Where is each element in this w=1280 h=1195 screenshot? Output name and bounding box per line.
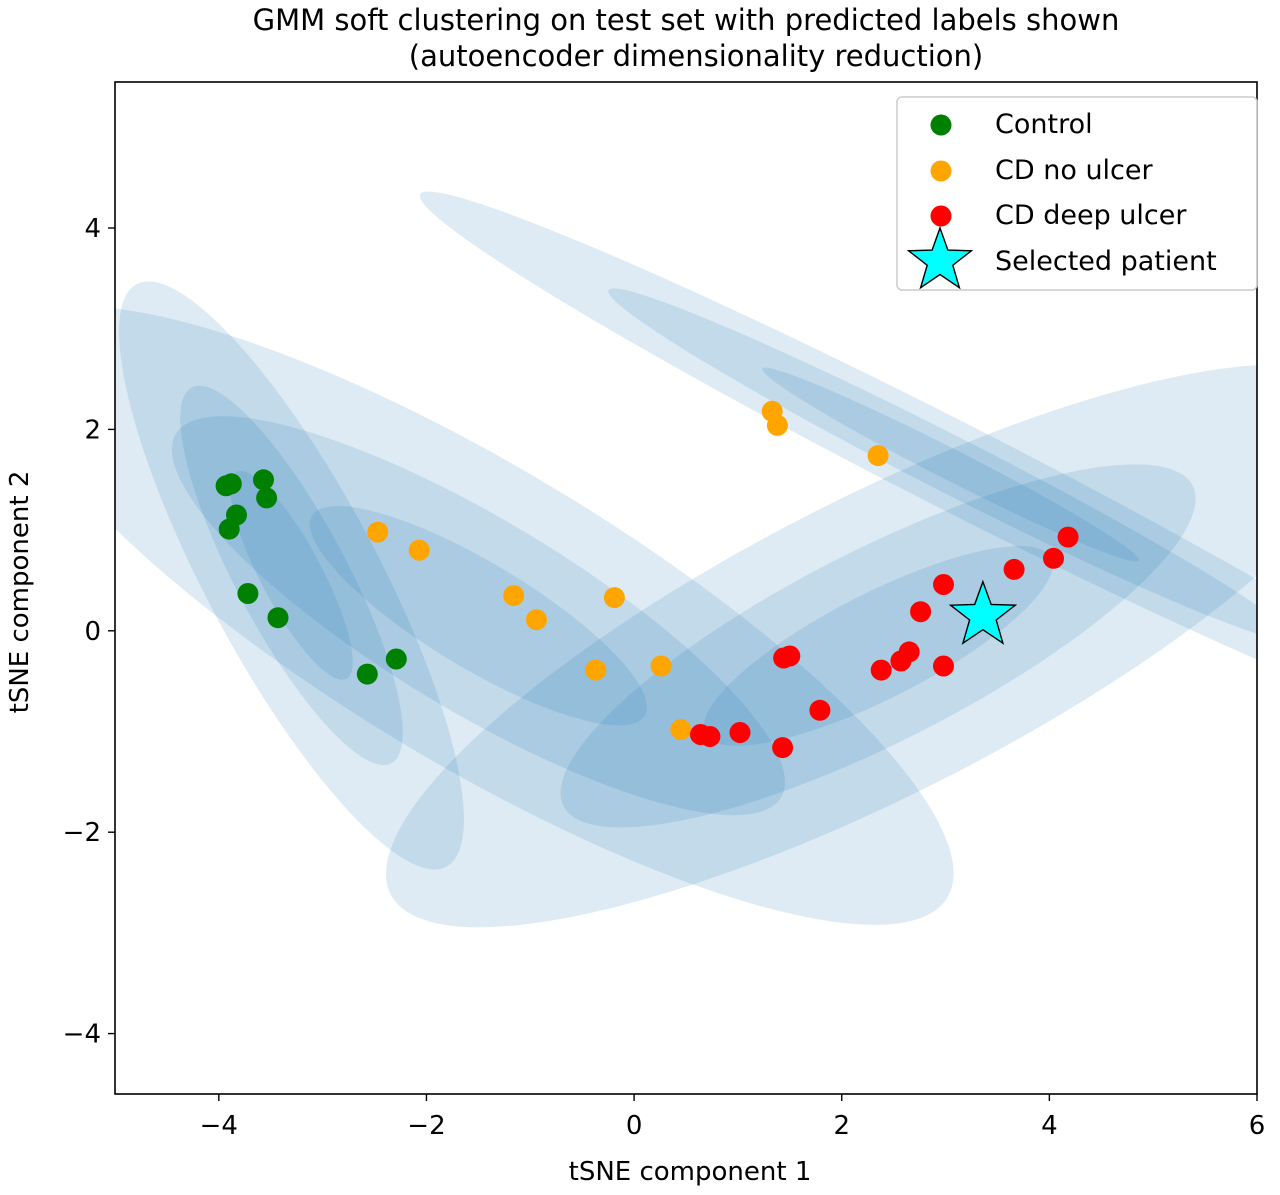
y-tick-label: −4 bbox=[63, 1020, 101, 1050]
legend-marker-cd-no-ulcer bbox=[930, 160, 952, 182]
point-control bbox=[220, 473, 242, 495]
gmm-ellipse-2-level-1 bbox=[115, 306, 954, 925]
gmm-ellipse-1-level-3 bbox=[230, 471, 353, 680]
y-tick-label: 2 bbox=[84, 415, 101, 445]
legend-label-control: Control bbox=[995, 109, 1093, 140]
y-tick-label: 0 bbox=[84, 617, 101, 647]
gmm-ellipse-4-level-3 bbox=[762, 367, 1140, 562]
legend-marker-control bbox=[930, 114, 952, 136]
point-cd-deep-ulcer bbox=[933, 655, 954, 677]
x-axis-ticks: −4 −2 0 2 4 6 bbox=[200, 1094, 1266, 1141]
x-tick-label: 2 bbox=[833, 1111, 850, 1141]
legend-label-cd-deep-ulcer: CD deep ulcer bbox=[995, 200, 1187, 231]
legend-box bbox=[896, 96, 1258, 291]
point-cd-no-ulcer bbox=[585, 659, 607, 681]
plot-frame bbox=[114, 81, 1258, 1095]
gmm-ellipse-3-level-1 bbox=[386, 364, 1257, 928]
legend-label-cd-no-ulcer: CD no ulcer bbox=[995, 155, 1154, 186]
x-tick-label: 4 bbox=[1041, 1111, 1058, 1141]
point-cd-no-ulcer bbox=[603, 587, 625, 609]
point-control bbox=[253, 469, 274, 491]
data-points bbox=[215, 400, 1079, 759]
point-cd-no-ulcer bbox=[503, 585, 525, 607]
gmm-ellipse-2-level-3 bbox=[309, 506, 647, 726]
point-control bbox=[256, 487, 278, 509]
gmm-ellipse-2-level-2 bbox=[171, 416, 785, 816]
point-cd-deep-ulcer bbox=[1003, 558, 1025, 580]
point-cd-deep-ulcer bbox=[1043, 547, 1064, 569]
point-cd-deep-ulcer bbox=[729, 722, 751, 743]
point-cd-deep-ulcer bbox=[809, 699, 831, 721]
y-tick-label: −2 bbox=[63, 818, 101, 848]
gmm-ellipse-3-level-3 bbox=[703, 546, 1053, 746]
x-tick-label: 6 bbox=[1249, 1111, 1266, 1141]
x-tick-label: −4 bbox=[200, 1111, 238, 1141]
x-tick-label: −2 bbox=[407, 1111, 445, 1141]
point-cd-no-ulcer bbox=[670, 719, 692, 740]
point-cd-deep-ulcer bbox=[773, 647, 795, 669]
legend-star-icon bbox=[906, 225, 974, 290]
legend-marker-cd-deep-ulcer bbox=[930, 205, 952, 227]
point-cd-deep-ulcer bbox=[870, 659, 892, 681]
gmm-ellipse-1-level-1 bbox=[119, 281, 464, 870]
point-control bbox=[218, 518, 240, 540]
point-cd-no-ulcer bbox=[526, 609, 547, 631]
gmm-ellipse-4-level-2 bbox=[608, 288, 1257, 641]
point-control bbox=[267, 607, 289, 629]
point-control bbox=[385, 648, 407, 670]
point-cd-deep-ulcer bbox=[890, 650, 912, 672]
gmm-ellipse-4-level-1 bbox=[419, 191, 1257, 738]
legend: Control CD no ulcer CD deep ulcer Select… bbox=[896, 96, 1258, 291]
point-cd-no-ulcer bbox=[408, 539, 430, 561]
point-cd-no-ulcer bbox=[867, 445, 889, 467]
point-selected-patient bbox=[948, 579, 1018, 645]
point-control bbox=[237, 583, 259, 604]
legend-label-selected-patient: Selected patient bbox=[995, 246, 1217, 277]
point-cd-deep-ulcer bbox=[1057, 526, 1079, 548]
point-cd-no-ulcer bbox=[650, 655, 672, 677]
chart-subtitle: (autoencoder dimensionality reduction) bbox=[409, 39, 983, 73]
point-cd-deep-ulcer bbox=[772, 737, 794, 759]
legend-marker-selected-patient bbox=[906, 225, 974, 290]
point-cd-deep-ulcer bbox=[699, 726, 721, 747]
point-control bbox=[356, 663, 378, 685]
chart-title: GMM soft clustering on test set with pre… bbox=[253, 3, 1120, 37]
y-axis-label: tSNE component 2 bbox=[5, 471, 35, 714]
point-cd-deep-ulcer bbox=[910, 601, 932, 623]
y-tick-label: 4 bbox=[84, 214, 101, 244]
gmm-ellipses bbox=[115, 191, 1257, 928]
point-cd-no-ulcer bbox=[367, 521, 389, 543]
point-cd-deep-ulcer bbox=[933, 574, 954, 595]
point-cd-no-ulcer bbox=[766, 414, 788, 436]
y-axis-ticks: −4 −2 0 2 4 bbox=[63, 214, 115, 1050]
x-axis-label: tSNE component 1 bbox=[569, 1157, 812, 1187]
x-tick-label: 0 bbox=[626, 1111, 643, 1141]
